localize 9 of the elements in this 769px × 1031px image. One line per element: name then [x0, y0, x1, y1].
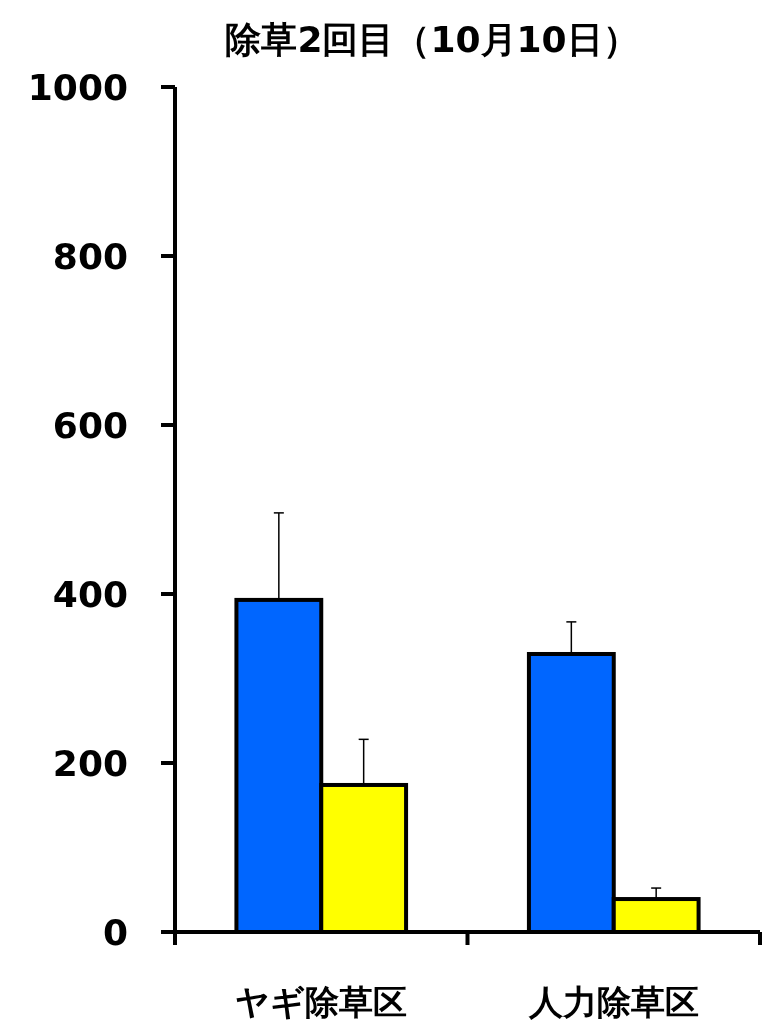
x-tick-label: 人力除草区: [527, 982, 699, 1022]
y-tick-label: 200: [52, 743, 128, 784]
y-tick-label: 600: [52, 405, 128, 446]
x-tick-label: ヤギ除草区: [235, 982, 408, 1022]
chart-title: 除草2回目（10月10日）: [225, 19, 639, 60]
y-tick-label: 0: [102, 912, 128, 953]
y-tick-label: 800: [52, 236, 128, 277]
y-tick-label: 1000: [27, 67, 128, 108]
y-tick-label: 400: [52, 574, 128, 615]
